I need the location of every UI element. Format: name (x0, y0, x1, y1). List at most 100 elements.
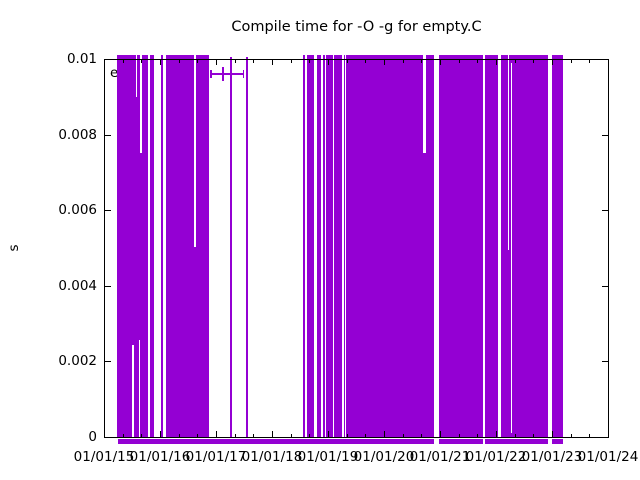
x-major-tick-top (160, 60, 161, 65)
y-tick-label: 0.002 (58, 353, 97, 370)
y-major-tick-left (105, 59, 111, 60)
x-minor-tick-bottom (533, 434, 535, 437)
x-minor-tick-bottom (122, 434, 124, 437)
x-major-tick-top (104, 60, 105, 65)
x-minor-tick-bottom (458, 434, 460, 437)
x-major-tick-bottom (440, 431, 441, 437)
y-tick-label: 0 (88, 429, 97, 445)
x-major-tick-top (440, 60, 441, 65)
x-major-tick-bottom (384, 431, 385, 437)
x-major-tick-top (608, 60, 609, 65)
legend-label: e (110, 65, 119, 81)
x-major-tick-bottom (272, 431, 273, 437)
x-minor-tick-top (309, 60, 311, 63)
data-errorbar-column (423, 153, 426, 437)
data-gap (132, 345, 134, 437)
x-minor-tick-top (533, 60, 535, 63)
x-major-tick-top (216, 60, 217, 65)
x-major-tick-top (552, 60, 553, 65)
x-minor-tick-top (234, 60, 236, 63)
data-errorbar-column (316, 55, 322, 437)
x-tick-label: 01/01/20 (353, 449, 415, 465)
x-minor-tick-top (402, 60, 404, 63)
x-tick-label: 01/01/17 (185, 449, 247, 465)
x-minor-tick-top (178, 60, 180, 63)
data-errorbar-column (334, 55, 342, 437)
legend-errorbar-left-tick (210, 70, 212, 78)
baseline-zero-band (485, 439, 548, 444)
x-minor-tick-top (458, 60, 460, 63)
y-major-tick-right (602, 361, 608, 363)
x-minor-tick-bottom (589, 434, 591, 437)
baseline-zero-band (552, 439, 564, 444)
data-errorbar-column (150, 55, 154, 437)
x-tick-label: 01/01/15 (73, 449, 135, 465)
x-minor-tick-bottom (178, 434, 180, 437)
x-minor-tick-bottom (309, 434, 311, 437)
x-tick-label: 01/01/22 (465, 449, 527, 465)
x-minor-tick-bottom (234, 434, 236, 437)
x-minor-tick-bottom (421, 434, 423, 437)
y-major-tick-left (105, 437, 111, 438)
data-gap (510, 63, 512, 433)
y-major-tick-left (105, 361, 111, 363)
data-errorbar-column (485, 55, 498, 437)
x-minor-tick-top (197, 60, 199, 63)
x-minor-tick-top (514, 60, 516, 63)
x-minor-tick-bottom (570, 434, 572, 437)
x-tick-label: 01/01/24 (577, 449, 639, 465)
data-errorbar-column (117, 55, 148, 437)
y-major-tick-right (602, 210, 608, 212)
data-gap (194, 55, 197, 247)
data-gap (138, 340, 141, 437)
x-minor-tick-bottom (290, 434, 292, 437)
x-tick-label: 01/01/16 (129, 449, 191, 465)
y-tick-label: 0.004 (58, 277, 97, 294)
y-major-tick-left (105, 285, 111, 287)
y-tick-label: 0.01 (66, 51, 97, 67)
data-errorbar-column (165, 55, 209, 437)
legend-errorbar-right-tick (242, 70, 244, 78)
x-minor-tick-bottom (346, 434, 348, 437)
x-minor-tick-bottom (141, 434, 143, 437)
y-major-tick-right (602, 285, 608, 287)
x-minor-tick-top (570, 60, 572, 63)
x-minor-tick-top (477, 60, 479, 63)
x-major-tick-bottom (552, 431, 553, 437)
x-major-tick-top (272, 60, 273, 65)
x-major-tick-bottom (328, 431, 329, 437)
data-errorbar-column (346, 55, 424, 437)
x-major-tick-bottom (160, 431, 161, 437)
legend-plus-marker-icon (221, 67, 224, 81)
y-major-tick-right (602, 59, 608, 60)
data-errorbar-column (552, 55, 564, 437)
x-minor-tick-top (290, 60, 292, 63)
x-major-tick-top (496, 60, 497, 65)
data-errorbar-column (438, 55, 483, 437)
x-minor-tick-bottom (402, 434, 404, 437)
x-major-tick-top (384, 60, 385, 65)
x-major-tick-top (328, 60, 329, 65)
y-major-tick-right (602, 134, 608, 136)
x-minor-tick-top (346, 60, 348, 63)
x-minor-tick-top (141, 60, 143, 63)
x-tick-label: 01/01/23 (521, 449, 583, 465)
x-major-tick-bottom (216, 431, 217, 437)
x-minor-tick-top (421, 60, 423, 63)
data-errorbar-column (343, 55, 345, 437)
y-tick-label: 0.008 (58, 126, 97, 143)
y-major-tick-left (105, 210, 111, 212)
x-minor-tick-bottom (477, 434, 479, 437)
x-tick-label: 01/01/21 (409, 449, 471, 465)
x-minor-tick-bottom (365, 434, 367, 437)
data-errorbar-column (161, 55, 163, 437)
data-errorbar-column (306, 55, 315, 437)
data-gap (139, 55, 142, 153)
x-major-tick-bottom (608, 431, 609, 437)
data-errorbar-column (229, 57, 232, 437)
x-minor-tick-bottom (514, 434, 516, 437)
data-errorbar-column (246, 57, 249, 437)
chart-title: Compile time for -O -g for empty.C (231, 19, 482, 35)
